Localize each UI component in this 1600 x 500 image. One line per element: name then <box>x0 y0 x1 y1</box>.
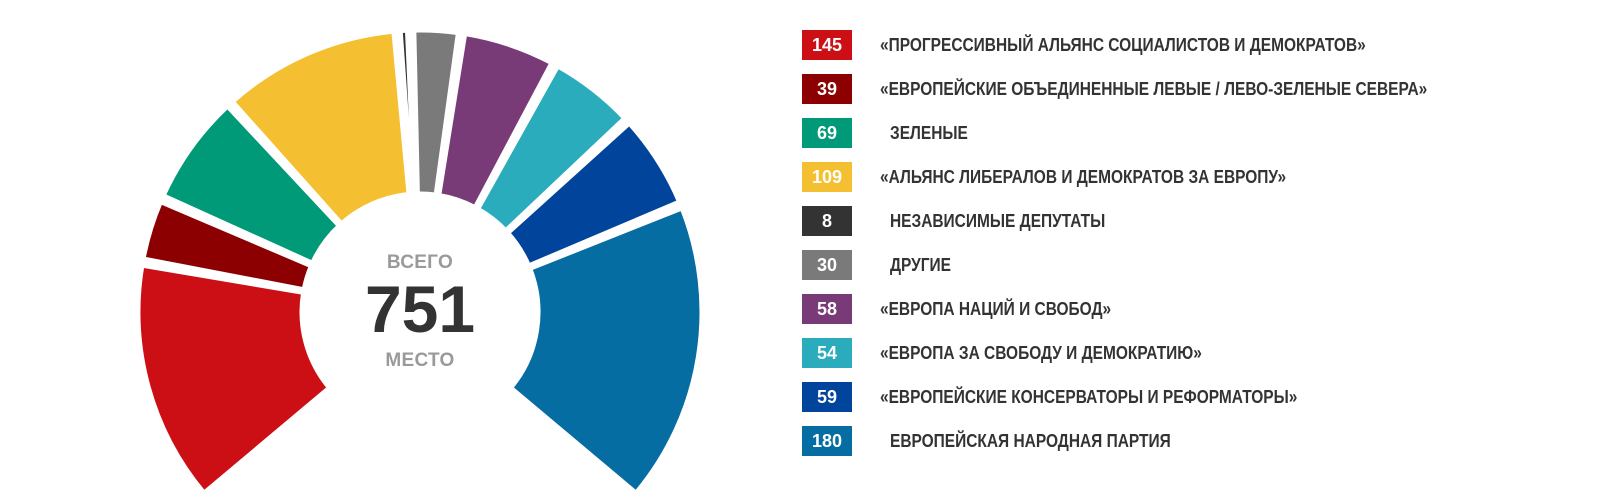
legend-item: 39 «ЕВРОПЕЙСКИЕ ОБЪЕДИНЕННЫЕ ЛЕВЫЕ / ЛЕВО… <box>802 74 1562 104</box>
legend-seat-count: 30 <box>802 250 852 280</box>
center-top-label: ВСЕГО <box>387 252 453 273</box>
legend-item: 109 «АЛЬЯНС ЛИБЕРАЛОВ И ДЕМОКРАТОВ ЗА ЕВР… <box>802 162 1562 192</box>
legend-seat-count: 180 <box>802 426 852 456</box>
chart-segment <box>140 198 315 293</box>
legend-item: 145 «ПРОГРЕССИВНЫЙ АЛЬЯНС СОЦИАЛИСТОВ И Д… <box>802 30 1562 60</box>
legend-party-label: «ПРОГРЕССИВНЫЙ АЛЬЯНС СОЦИАЛИСТОВ И ДЕМО… <box>880 34 1366 55</box>
legend-seat-count: 59 <box>802 382 852 412</box>
legend-seat-count: 8 <box>802 206 852 236</box>
chart-segment <box>504 119 683 270</box>
chart-segment <box>474 62 629 235</box>
legend-item: 58 «ЕВРОПА НАЦИЙ И СВОБОД» <box>802 294 1562 324</box>
chart-segments <box>135 27 705 497</box>
legend-seat-count: 69 <box>802 118 852 148</box>
chart-segment <box>411 27 462 198</box>
legend-item: 54 «ЕВРОПА ЗА СВОБОДУ И ДЕМОКРАТИЮ» <box>802 338 1562 368</box>
chart-segment <box>135 262 334 497</box>
legend-item: 59 «ЕВРОПЕЙСКИЕ КОНСЕРВАТОРЫ И РЕФОРМАТОР… <box>802 382 1562 412</box>
legend-seat-count: 58 <box>802 294 852 324</box>
legend-seat-count: 54 <box>802 338 852 368</box>
chart-segment <box>228 28 412 228</box>
legend-seat-count: 39 <box>802 74 852 104</box>
parliament-semicircle-chart: ВСЕГО 751 МЕСТО <box>135 27 705 497</box>
legend-party-label: «АЛЬЯНС ЛИБЕРАЛОВ И ДЕМОКРАТОВ ЗА ЕВРОПУ… <box>880 166 1287 187</box>
legend-item: 69 ЗЕЛЕНЫЕ <box>802 118 1562 148</box>
chart-segment <box>506 204 705 497</box>
legend-item: 180 ЕВРОПЕЙСКАЯ НАРОДНАЯ ПАРТИЯ <box>802 426 1562 456</box>
legend-party-label: ДРУГИЕ <box>890 254 952 275</box>
legend-seat-count: 145 <box>802 30 852 60</box>
chart-legend: 145 «ПРОГРЕССИВНЫЙ АЛЬЯНС СОЦИАЛИСТОВ И Д… <box>802 30 1562 470</box>
legend-party-label: ЗЕЛЕНЫЕ <box>890 122 968 143</box>
chart-segment <box>397 27 418 197</box>
legend-party-label: «ЕВРОПА ЗА СВОБОДУ И ДЕМОКРАТИЮ» <box>880 342 1202 363</box>
chart-segment <box>435 30 556 212</box>
legend-party-label: ЕВРОПЕЙСКАЯ НАРОДНАЯ ПАРТИЯ <box>890 430 1171 451</box>
center-total-seats: 751 <box>365 272 475 346</box>
legend-item: 8 НЕЗАВИСИМЫЕ ДЕПУТАТЫ <box>802 206 1562 236</box>
legend-party-label: «ЕВРОПА НАЦИЙ И СВОБОД» <box>880 298 1112 319</box>
legend-party-label: «ЕВРОПЕЙСКИЕ КОНСЕРВАТОРЫ И РЕФОРМАТОРЫ» <box>880 386 1298 407</box>
legend-seat-count: 109 <box>802 162 852 192</box>
chart-segment <box>159 102 343 267</box>
legend-item: 30 ДРУГИЕ <box>802 250 1562 280</box>
legend-party-label: НЕЗАВИСИМЫЕ ДЕПУТАТЫ <box>890 210 1106 231</box>
center-bottom-label: МЕСТО <box>385 350 454 371</box>
legend-party-label: «ЕВРОПЕЙСКИЕ ОБЪЕДИНЕННЫЕ ЛЕВЫЕ / ЛЕВО-З… <box>880 78 1428 99</box>
